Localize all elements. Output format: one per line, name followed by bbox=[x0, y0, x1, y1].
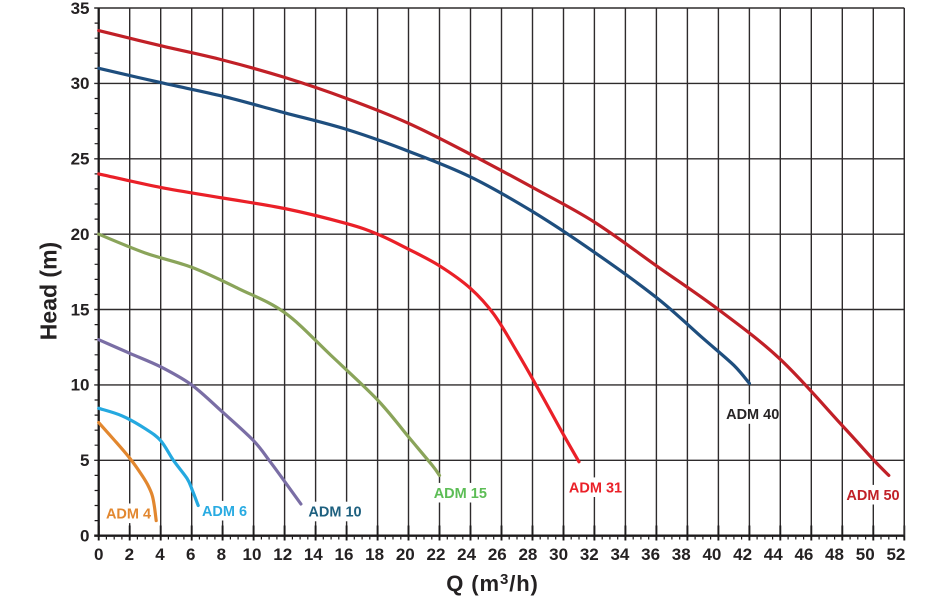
svg-text:2: 2 bbox=[125, 545, 134, 564]
svg-text:46: 46 bbox=[794, 545, 813, 564]
svg-text:4: 4 bbox=[155, 545, 165, 564]
svg-text:5: 5 bbox=[80, 451, 89, 470]
svg-text:42: 42 bbox=[733, 545, 752, 564]
svg-text:20: 20 bbox=[396, 545, 415, 564]
svg-text:ADM 15: ADM 15 bbox=[434, 486, 487, 502]
svg-text:26: 26 bbox=[488, 545, 507, 564]
svg-text:28: 28 bbox=[518, 545, 537, 564]
svg-text:50: 50 bbox=[856, 545, 875, 564]
svg-text:18: 18 bbox=[365, 545, 384, 564]
svg-text:52: 52 bbox=[886, 545, 905, 564]
svg-text:20: 20 bbox=[71, 225, 90, 244]
svg-text:30: 30 bbox=[549, 545, 568, 564]
svg-text:38: 38 bbox=[672, 545, 691, 564]
svg-text:22: 22 bbox=[427, 545, 446, 564]
svg-text:10: 10 bbox=[243, 545, 262, 564]
svg-text:12: 12 bbox=[273, 545, 292, 564]
svg-text:ADM 6: ADM 6 bbox=[202, 504, 247, 520]
svg-text:16: 16 bbox=[335, 545, 354, 564]
svg-text:30: 30 bbox=[71, 74, 90, 93]
svg-text:25: 25 bbox=[71, 150, 90, 169]
svg-text:Q (m3/h): Q (m3/h) bbox=[446, 571, 539, 596]
svg-text:40: 40 bbox=[702, 545, 721, 564]
svg-text:Head (m): Head (m) bbox=[36, 242, 62, 340]
svg-text:48: 48 bbox=[825, 545, 844, 564]
svg-text:14: 14 bbox=[304, 545, 323, 564]
svg-text:35: 35 bbox=[71, 0, 90, 18]
svg-text:ADM 31: ADM 31 bbox=[569, 480, 622, 496]
svg-text:36: 36 bbox=[641, 545, 660, 564]
svg-text:ADM 4: ADM 4 bbox=[106, 507, 151, 523]
svg-text:ADM 10: ADM 10 bbox=[308, 505, 361, 521]
svg-text:8: 8 bbox=[217, 545, 226, 564]
svg-text:6: 6 bbox=[186, 545, 195, 564]
svg-text:34: 34 bbox=[610, 545, 629, 564]
svg-text:0: 0 bbox=[94, 545, 103, 564]
svg-text:ADM 40: ADM 40 bbox=[726, 407, 779, 423]
svg-text:24: 24 bbox=[457, 545, 476, 564]
svg-text:10: 10 bbox=[71, 376, 90, 395]
svg-text:15: 15 bbox=[71, 300, 90, 319]
svg-text:44: 44 bbox=[764, 545, 783, 564]
svg-text:0: 0 bbox=[80, 527, 89, 546]
svg-text:32: 32 bbox=[580, 545, 599, 564]
svg-text:ADM 50: ADM 50 bbox=[846, 488, 899, 504]
